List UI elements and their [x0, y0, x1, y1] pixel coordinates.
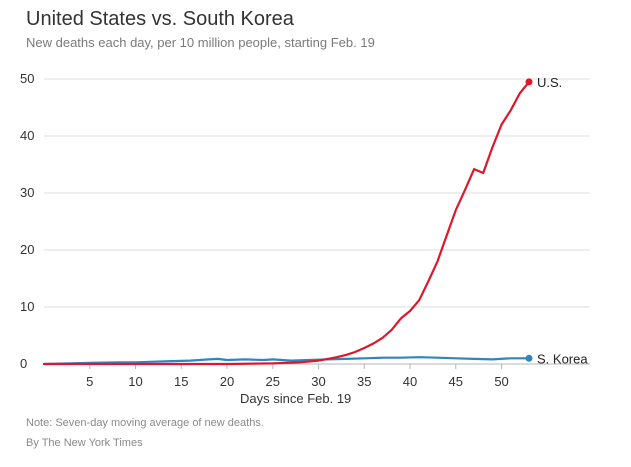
x-axis-label: Days since Feb. 19 — [240, 391, 351, 406]
x-axis-ticks: 5 10 15 20 25 30 35 40 45 50 — [86, 364, 509, 389]
y-tick-label: 10 — [20, 299, 34, 314]
x-tick-label: 30 — [311, 374, 325, 389]
chart-title: United States vs. South Korea — [26, 8, 294, 30]
x-tick-label: 25 — [266, 374, 280, 389]
y-tick-label: 50 — [20, 71, 34, 86]
series-label-s-korea: S. Korea — [537, 351, 588, 366]
x-tick-label: 40 — [403, 374, 417, 389]
credit-line: By The New York Times — [26, 437, 143, 449]
x-tick-label: 45 — [449, 374, 463, 389]
series-label-u-s: U.S. — [537, 75, 562, 90]
x-tick-label: 5 — [86, 374, 93, 389]
x-tick-label: 50 — [494, 374, 508, 389]
chart-subtitle: New deaths each day, per 10 million peop… — [26, 35, 375, 50]
y-tick-label: 30 — [20, 185, 34, 200]
y-tick-label: 40 — [20, 128, 34, 143]
series-line-s-korea — [42, 356, 531, 366]
series-end-dot-u-s — [525, 78, 533, 86]
y-tick-label: 0 — [20, 356, 27, 371]
series-group: S. Korea U.S. — [42, 75, 588, 366]
footnote: Note: Seven-day moving average of new de… — [26, 417, 264, 429]
x-tick-label: 10 — [128, 374, 142, 389]
series-line-u-s — [42, 80, 531, 366]
x-tick-label: 15 — [174, 374, 188, 389]
y-axis-ticks: 0 10 20 30 40 50 — [20, 71, 34, 371]
x-tick-label: 35 — [357, 374, 371, 389]
series-end-dot-s-korea — [525, 354, 533, 362]
gridlines — [44, 78, 590, 365]
y-tick-label: 20 — [20, 242, 34, 257]
x-tick-label: 20 — [220, 374, 234, 389]
